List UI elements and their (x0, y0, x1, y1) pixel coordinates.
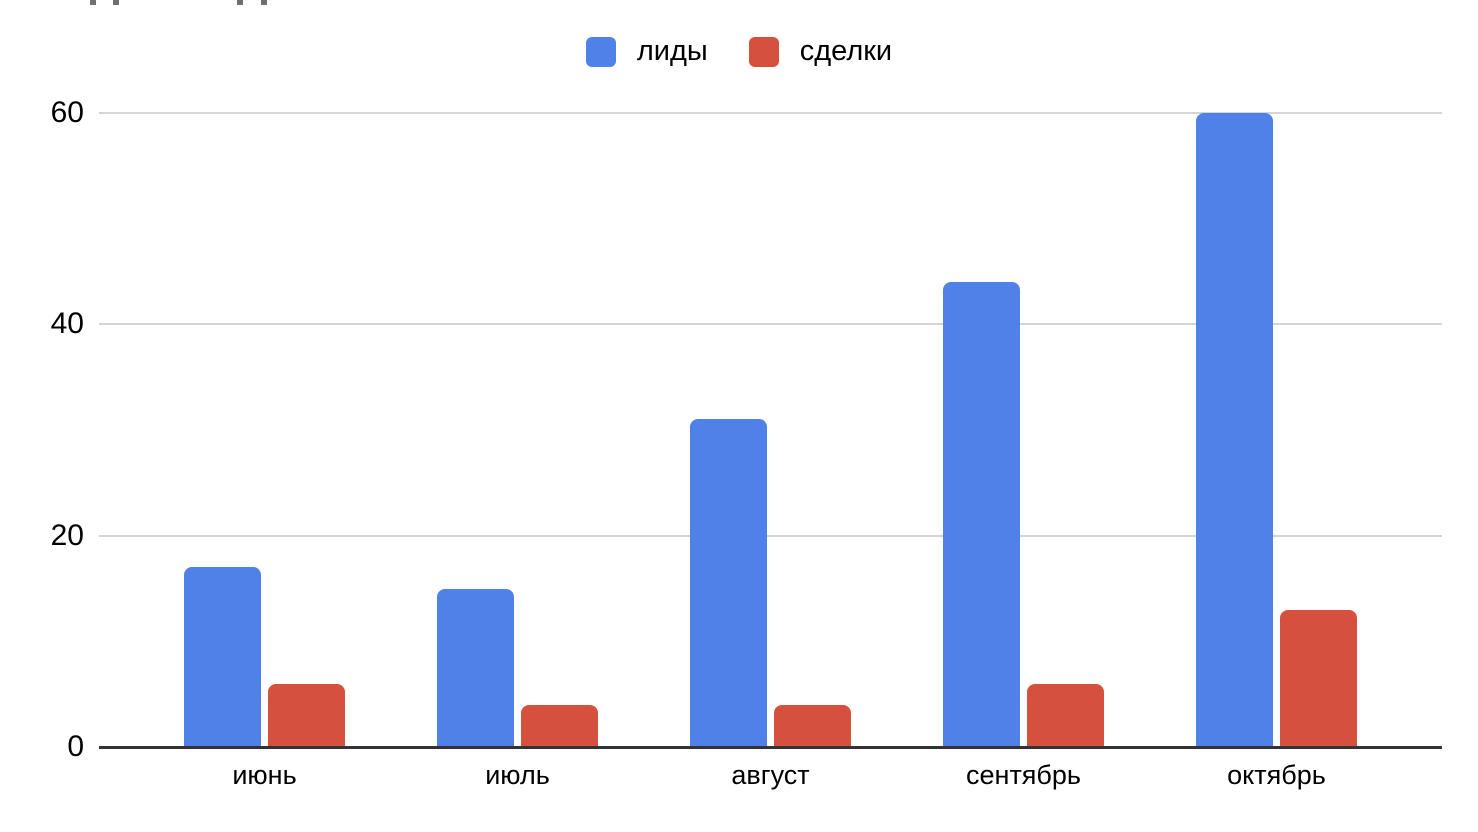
legend-item-deals: сделки (748, 34, 893, 68)
legend-swatch-deals-icon (748, 37, 779, 67)
cropped-text-fragment (90, 0, 96, 5)
bar-сделки-сентябрь (1027, 683, 1104, 747)
x-axis-line (99, 746, 1442, 749)
bar-сделки-август (774, 704, 851, 747)
gridline-40 (99, 323, 1442, 326)
legend: лиды сделки (0, 33, 1478, 71)
gridline-20 (99, 534, 1442, 537)
x-axis-labels: июнь июль август сентябрь октябрь (99, 747, 1442, 797)
y-tick-label-0: 0 (67, 730, 84, 763)
y-tick-label-60: 60 (50, 96, 84, 129)
x-tick-label-сентябрь: сентябрь (966, 760, 1081, 790)
y-tick-label-20: 20 (50, 518, 84, 552)
cropped-text-fragment (261, 0, 267, 5)
bar-лиды-август (690, 419, 767, 747)
bar-лиды-июль (437, 588, 514, 747)
bar-лиды-сентябрь (943, 282, 1020, 747)
x-tick-label-август: август (731, 760, 810, 790)
y-tick-label-40: 40 (50, 307, 84, 341)
x-tick-label-июль: июль (485, 760, 550, 790)
bar-лиды-октябрь (1196, 113, 1273, 747)
bar-сделки-июль (521, 704, 598, 747)
plot-area (99, 112, 1442, 749)
legend-label-deals: сделки (799, 34, 893, 67)
cropped-text-fragment (113, 0, 119, 5)
y-axis-labels: 0 20 40 60 (0, 96, 84, 763)
x-tick-label-октябрь: октябрь (1227, 760, 1326, 790)
gridline-60 (99, 112, 1442, 114)
bar-сделки-июнь (268, 683, 345, 747)
bar-лиды-июнь (184, 567, 261, 747)
legend-swatch-leads-icon (585, 37, 616, 67)
legend-label-leads: лиды (636, 34, 708, 67)
x-tick-label-июнь: июнь (232, 760, 297, 790)
cropped-text-fragment (237, 0, 243, 5)
bar-сделки-октябрь (1280, 609, 1357, 747)
legend-item-leads: лиды (585, 34, 708, 68)
